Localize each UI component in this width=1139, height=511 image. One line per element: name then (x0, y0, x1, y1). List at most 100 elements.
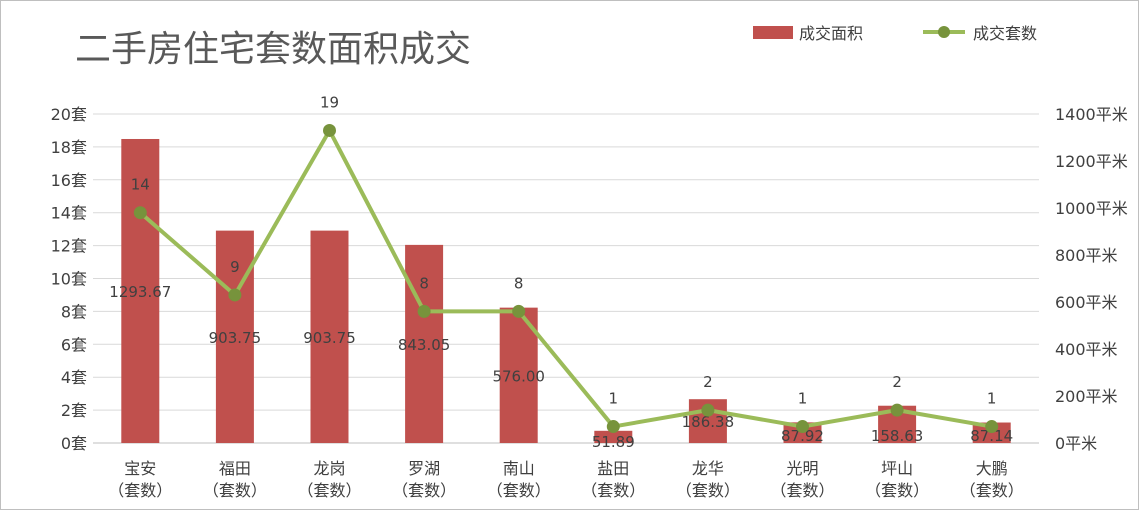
left-tick-label: 18套 (51, 138, 87, 157)
line-data-label: 2 (703, 373, 713, 391)
legend-swatch-bar (753, 26, 793, 39)
category-label: 宝安 （套数） (108, 459, 172, 500)
category-label-line: 盐田 (597, 459, 629, 478)
left-tick-label: 6套 (61, 335, 87, 354)
bar-data-label: 1293.67 (109, 283, 171, 301)
category-label-line: 罗湖 (408, 459, 440, 478)
line-data-label: 1 (798, 390, 808, 408)
legend: 成交面积 成交套数 (753, 24, 1037, 43)
category-label: 光明 （套数） (770, 459, 834, 500)
bar-data-label: 51.89 (592, 433, 635, 451)
category-label: 南山 （套数） (487, 459, 551, 500)
bar-data-label: 576.00 (492, 367, 545, 385)
category-label-line: （套数） (203, 481, 267, 500)
category-label-line: （套数） (487, 481, 551, 500)
category-label-line: 南山 (503, 459, 535, 478)
bar-data-label: 843.05 (398, 336, 451, 354)
category-label-line: 龙岗 (313, 459, 345, 478)
right-tick-label: 200平米 (1055, 387, 1118, 406)
line-data-label: 8 (514, 274, 524, 292)
line-point (512, 304, 526, 318)
bar-data-label: 158.63 (871, 427, 924, 445)
category-label: 龙岗 （套数） (297, 459, 361, 500)
left-tick-label: 0套 (61, 434, 87, 453)
category-label-line: 宝安 (124, 459, 156, 478)
right-tick-label: 1200平米 (1055, 152, 1128, 171)
line-path (138, 128, 993, 429)
category-label-line: （套数） (297, 481, 361, 500)
bar-data-label: 186.38 (682, 413, 735, 431)
line-data-label: 14 (131, 176, 150, 194)
bar-data-label: 87.14 (970, 427, 1013, 445)
category-label-line: （套数） (108, 481, 172, 500)
right-axis: 0平米 200平米 400平米 600平米 800平米 1000平米 1200平米 1400平… (1055, 105, 1128, 453)
right-tick-label: 0平米 (1055, 434, 1097, 453)
line-data-label: 19 (320, 93, 339, 111)
right-tick-label: 1400平米 (1055, 105, 1128, 124)
bar (310, 230, 349, 443)
category-label-line: （套数） (960, 481, 1024, 500)
line-point (890, 403, 904, 417)
left-tick-label: 16套 (51, 171, 87, 190)
category-label-line: 坪山 (881, 459, 913, 478)
bar-data-labels: 1293.67 903.75 903.75 843.05 576.00 51.89 186.… (109, 283, 1013, 451)
chart-title: 二手房住宅套数面积成交 (75, 29, 471, 70)
left-tick-label: 10套 (51, 270, 87, 289)
line-data-label: 1 (987, 390, 997, 408)
left-tick-label: 4套 (61, 368, 87, 387)
line-point (133, 206, 147, 220)
category-label: 坪山 （套数） (865, 459, 929, 500)
line-data-label: 2 (892, 373, 902, 391)
left-tick-label: 12套 (51, 237, 87, 256)
bar-data-label: 903.75 (303, 329, 356, 347)
bar-series (121, 138, 1011, 443)
line-point (228, 288, 242, 302)
bar (499, 307, 538, 443)
left-axis: 0套 2套 4套 6套 8套 10套 12套 14套 16套 18套 20套 (51, 105, 87, 453)
category-label-line: 光明 (786, 459, 818, 478)
left-tick-label: 8套 (61, 302, 87, 321)
bar-data-label: 903.75 (209, 329, 262, 347)
bar (215, 230, 254, 443)
line-data-labels: 14 9 19 8 8 1 2 1 2 1 (131, 93, 997, 407)
line-data-label: 8 (419, 274, 429, 292)
category-label-line: 大鹏 (976, 459, 1008, 478)
line-series (133, 123, 999, 434)
bar (121, 138, 160, 443)
category-label-line: 龙华 (692, 459, 724, 478)
line-data-label: 9 (230, 258, 240, 276)
line-point (417, 304, 431, 318)
bar (405, 244, 444, 443)
right-tick-label: 400平米 (1055, 340, 1118, 359)
right-tick-label: 600平米 (1055, 293, 1118, 312)
category-label: 盐田 （套数） (581, 459, 645, 500)
category-label-line: 福田 (219, 459, 251, 478)
bar (594, 430, 633, 443)
line-point (796, 420, 809, 434)
category-label-line: （套数） (865, 481, 929, 500)
line-point (323, 123, 336, 137)
right-tick-label: 800平米 (1055, 246, 1118, 265)
left-tick-label: 20套 (51, 105, 87, 124)
line-point (606, 420, 620, 434)
category-axis: 宝安 （套数） 福田 （套数） 龙岗 （套数） 罗湖 （套数） 南山 （套数） 盐田 （套数） 龙华 （套… (108, 459, 1023, 500)
line-data-label: 1 (609, 390, 619, 408)
category-label-line: （套数） (770, 481, 834, 500)
category-label: 大鹏 （套数） (960, 459, 1024, 500)
category-label-line: （套数） (581, 481, 645, 500)
right-tick-label: 1000平米 (1055, 199, 1128, 218)
line-point (701, 403, 715, 417)
category-label: 龙华 （套数） (676, 459, 740, 500)
legend-marker (938, 26, 950, 38)
left-tick-label: 2套 (61, 401, 87, 420)
bar-data-label: 87.92 (781, 427, 824, 445)
left-tick-label: 14套 (51, 204, 87, 223)
category-label: 福田 （套数） (203, 459, 267, 500)
line-point (985, 420, 999, 434)
category-label-line: （套数） (392, 481, 456, 500)
category-label-line: （套数） (676, 481, 740, 500)
legend-label-bar: 成交面积 (799, 24, 863, 43)
category-label: 罗湖 （套数） (392, 459, 456, 500)
